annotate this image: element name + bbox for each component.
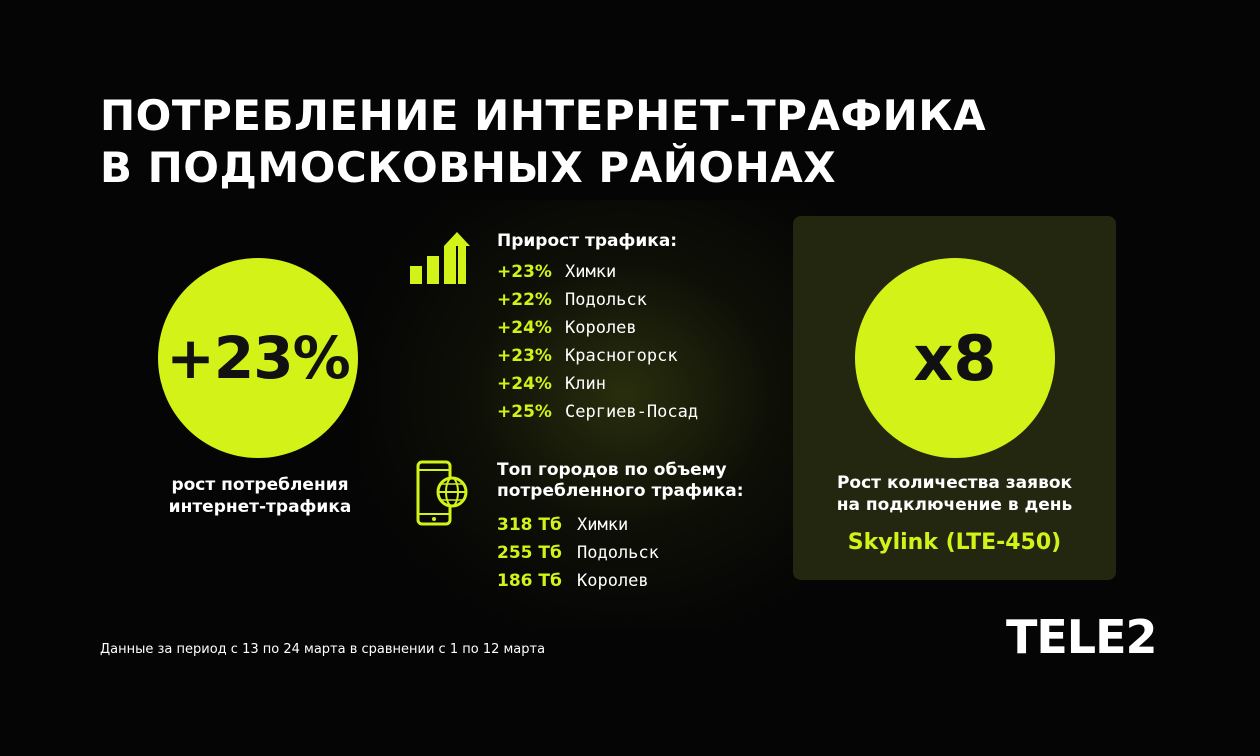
smartphone-globe-icon	[416, 460, 468, 526]
top-city-value: 318 Тб	[497, 515, 562, 535]
top-city-row: 318 Тб Химки	[497, 515, 628, 536]
requests-caption-line-1: Рост количества заявок	[836, 473, 1073, 493]
growth-row: +23% Красногорск	[497, 346, 678, 367]
growth-row-city: Клин	[565, 374, 606, 394]
top-cities-title-line-1: Топ городов по объему	[497, 460, 727, 480]
growth-list-title: Прирост трафика:	[497, 231, 678, 251]
top-city-name: Химки	[577, 515, 629, 535]
growth-value: +23%	[166, 324, 350, 392]
growth-row-city: Подольск	[565, 290, 647, 310]
growth-row: +23% Химки	[497, 262, 616, 283]
growth-row-city: Химки	[565, 262, 617, 282]
growth-circle: +23%	[158, 258, 358, 458]
top-city-row: 255 Тб Подольск	[497, 543, 659, 564]
top-city-value: 186 Тб	[497, 571, 562, 591]
growth-row-city: Сергиев-Посад	[565, 402, 699, 422]
requests-caption-line-2: на подключение в день	[836, 495, 1073, 515]
top-city-value: 255 Тб	[497, 543, 562, 563]
title-line-1: ПОТРЕБЛЕНИЕ ИНТЕРНЕТ-ТРАФИКА	[100, 91, 987, 140]
growth-row-value: +24%	[497, 374, 552, 394]
growth-row: +25% Сергиев-Посад	[497, 402, 698, 423]
top-cities-title: Топ городов по объему потребленного траф…	[497, 460, 744, 502]
requests-caption: Рост количества заявок на подключение в …	[793, 472, 1116, 516]
growth-caption-line-1: рост потребления	[171, 475, 349, 495]
growth-row: +22% Подольск	[497, 290, 647, 311]
top-city-row: 186 Тб Королев	[497, 571, 649, 592]
page-title: ПОТРЕБЛЕНИЕ ИНТЕРНЕТ-ТРАФИКА В ПОДМОСКОВ…	[100, 90, 986, 194]
growth-row-city: Королев	[565, 318, 637, 338]
growth-row-value: +23%	[497, 262, 552, 282]
growth-row-value: +25%	[497, 402, 552, 422]
growth-row-value: +23%	[497, 346, 552, 366]
requests-circle: x8	[855, 258, 1055, 458]
growth-row-value: +22%	[497, 290, 552, 310]
top-city-name: Подольск	[577, 543, 659, 563]
product-name: Skylink (LTE-450)	[847, 530, 1062, 555]
bar-chart-up-arrow-icon	[410, 232, 470, 284]
footnote: Данные за период с 13 по 24 марта в срав…	[100, 642, 546, 657]
growth-row-value: +24%	[497, 318, 552, 338]
growth-caption-line-2: интернет-трафика	[168, 497, 352, 517]
title-line-2: В ПОДМОСКОВНЫХ РАЙОНАХ	[100, 143, 837, 192]
growth-row: +24% Королев	[497, 318, 637, 339]
requests-multiplier: x8	[913, 321, 997, 395]
tele2-logo: TELE2	[1006, 610, 1158, 664]
growth-row: +24% Клин	[497, 374, 606, 395]
top-city-name: Королев	[577, 571, 649, 591]
growth-row-city: Красногорск	[565, 346, 678, 366]
top-cities-title-line-2: потребленного трафика:	[497, 481, 744, 501]
growth-caption: рост потребления интернет-трафика	[140, 474, 380, 518]
